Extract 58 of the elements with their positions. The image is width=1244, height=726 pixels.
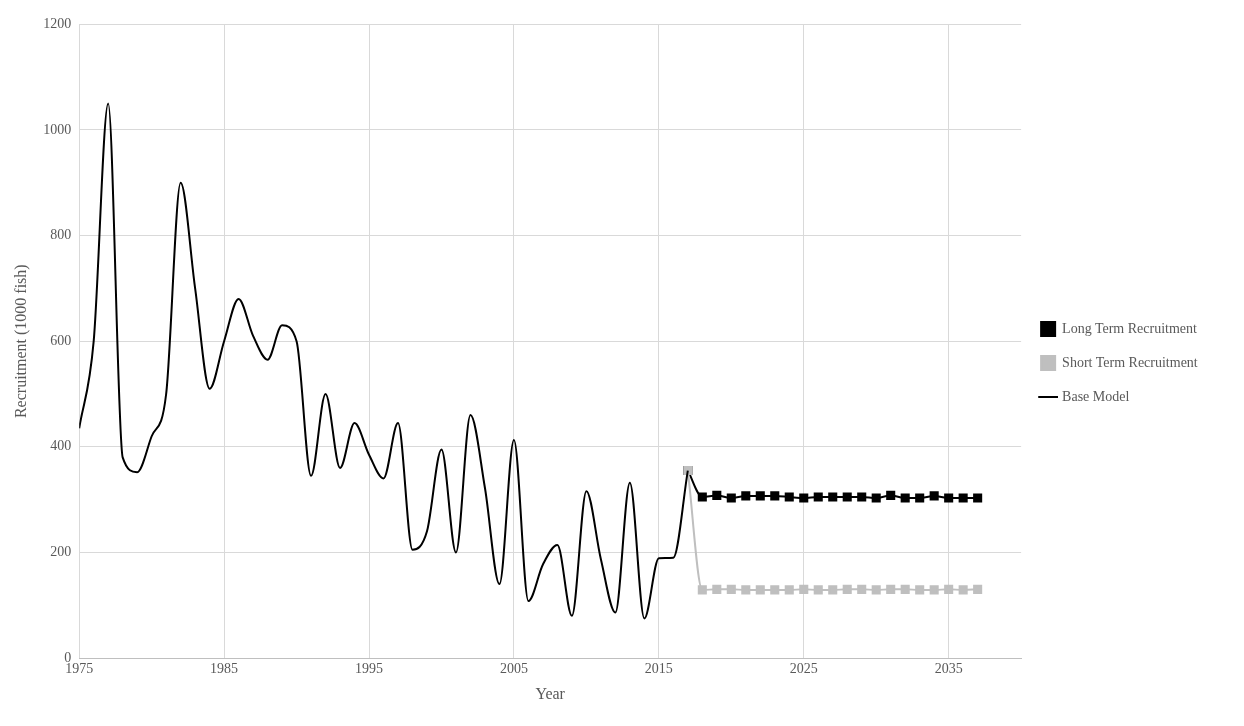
point — [900, 584, 910, 594]
point — [871, 585, 881, 595]
point — [784, 492, 794, 502]
point — [712, 490, 722, 500]
point — [755, 585, 765, 595]
point — [726, 493, 736, 503]
x-tick-label: 1995 — [355, 661, 384, 677]
point — [697, 492, 707, 502]
y-tick-label: 800 — [50, 227, 72, 243]
point — [784, 585, 794, 595]
point — [915, 585, 925, 595]
point — [886, 490, 896, 500]
point — [741, 585, 751, 595]
point — [799, 584, 809, 594]
point — [973, 584, 983, 594]
point — [770, 491, 780, 501]
x-tick-label: 1975 — [65, 661, 94, 677]
point — [697, 585, 707, 595]
x-tick-label: 2025 — [789, 661, 818, 677]
x-tick-label: 2035 — [934, 661, 963, 677]
point — [958, 493, 968, 503]
point — [857, 584, 867, 594]
y-tick-label: 600 — [50, 332, 72, 348]
point — [900, 493, 910, 503]
point — [944, 584, 954, 594]
y-tick-label: 1200 — [43, 16, 72, 32]
y-tick-label: 400 — [50, 438, 72, 454]
point — [842, 584, 852, 594]
legend-label: Base Model — [1062, 388, 1130, 404]
point — [712, 584, 722, 594]
point — [741, 491, 751, 501]
point — [828, 585, 838, 595]
point — [828, 492, 838, 502]
x-tick-label: 2015 — [644, 661, 673, 677]
legend-label: Short Term Recruitment — [1062, 354, 1198, 370]
point — [871, 493, 881, 503]
y-tick-label: 200 — [50, 544, 72, 560]
point — [958, 585, 968, 595]
point — [886, 584, 896, 594]
point — [973, 493, 983, 503]
point — [770, 585, 780, 595]
point — [944, 493, 954, 503]
point — [915, 493, 925, 503]
point — [813, 585, 823, 595]
point — [857, 492, 867, 502]
point — [799, 493, 809, 503]
x-tick-label: 2005 — [499, 661, 528, 677]
y-tick-label: 1000 — [43, 121, 72, 137]
x-axis-title: Year — [535, 684, 566, 702]
point — [813, 492, 823, 502]
point — [726, 584, 736, 594]
point — [929, 585, 939, 595]
y-axis-title: Recruitment (1000 fish) — [11, 264, 30, 419]
point — [929, 491, 939, 501]
x-tick-label: 1985 — [210, 661, 239, 677]
point — [755, 491, 765, 501]
legend-label: Long Term Recruitment — [1062, 320, 1198, 336]
point — [842, 492, 852, 502]
